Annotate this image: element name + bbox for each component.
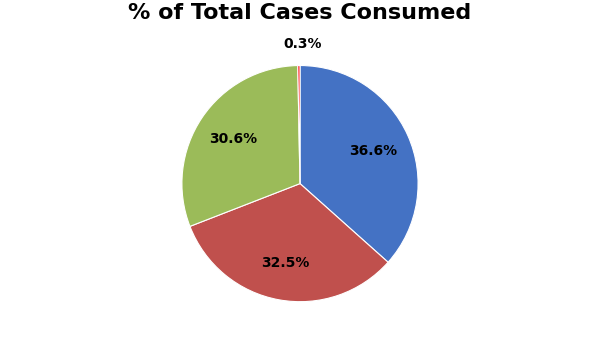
Title: % of Total Cases Consumed: % of Total Cases Consumed [128, 3, 472, 23]
Wedge shape [182, 66, 300, 226]
Wedge shape [190, 184, 388, 302]
Text: 0.3%: 0.3% [283, 37, 322, 51]
Wedge shape [298, 66, 300, 184]
Text: 30.6%: 30.6% [209, 132, 257, 146]
Text: 36.6%: 36.6% [349, 144, 397, 158]
Text: 32.5%: 32.5% [262, 256, 310, 270]
Wedge shape [300, 66, 418, 262]
